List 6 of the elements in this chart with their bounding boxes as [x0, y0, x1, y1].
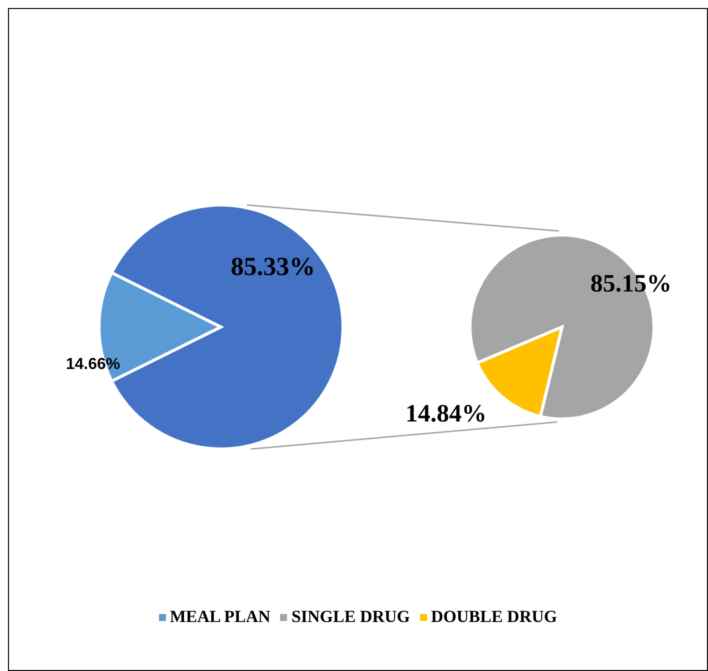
data-label: 85.33%	[230, 252, 316, 281]
legend-label: DOUBLE DRUG	[431, 607, 558, 627]
legend-label: SINGLE DRUG	[291, 607, 410, 627]
data-label: 85.15%	[590, 270, 672, 298]
data-label: 14.84%	[405, 400, 487, 428]
legend-label: MEAL PLAN	[170, 607, 270, 627]
